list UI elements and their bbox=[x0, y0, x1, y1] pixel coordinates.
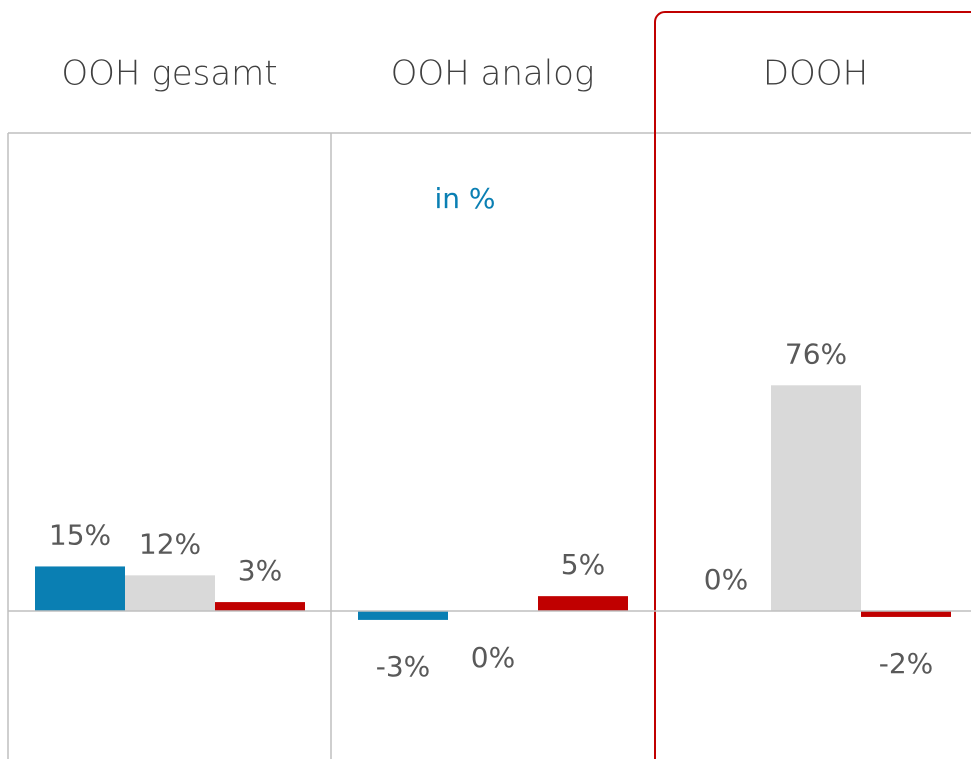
subtitle: in % bbox=[434, 182, 495, 215]
data-label: 0% bbox=[704, 563, 748, 596]
bar bbox=[35, 566, 125, 611]
bar bbox=[861, 611, 951, 617]
data-label: 15% bbox=[49, 518, 111, 551]
data-label: -3% bbox=[376, 650, 431, 683]
plot: OOH gesamt 15% 12% 3% OOH analog -3% 0% 5% DOOH 0… bbox=[35, 54, 951, 683]
data-label: -2% bbox=[879, 647, 934, 680]
data-label: 12% bbox=[139, 527, 201, 560]
category-label: DOOH bbox=[763, 54, 868, 94]
bar bbox=[215, 602, 305, 611]
highlight-frame bbox=[654, 11, 971, 759]
bar bbox=[771, 385, 861, 611]
data-label: 0% bbox=[471, 641, 515, 674]
data-label: 5% bbox=[561, 548, 605, 581]
category-label: OOH analog bbox=[391, 54, 595, 94]
bar bbox=[538, 596, 628, 611]
bar bbox=[125, 575, 215, 611]
data-label: 76% bbox=[785, 337, 847, 370]
bar bbox=[358, 611, 448, 620]
category-label: OOH gesamt bbox=[61, 54, 277, 94]
data-label: 3% bbox=[238, 554, 282, 587]
